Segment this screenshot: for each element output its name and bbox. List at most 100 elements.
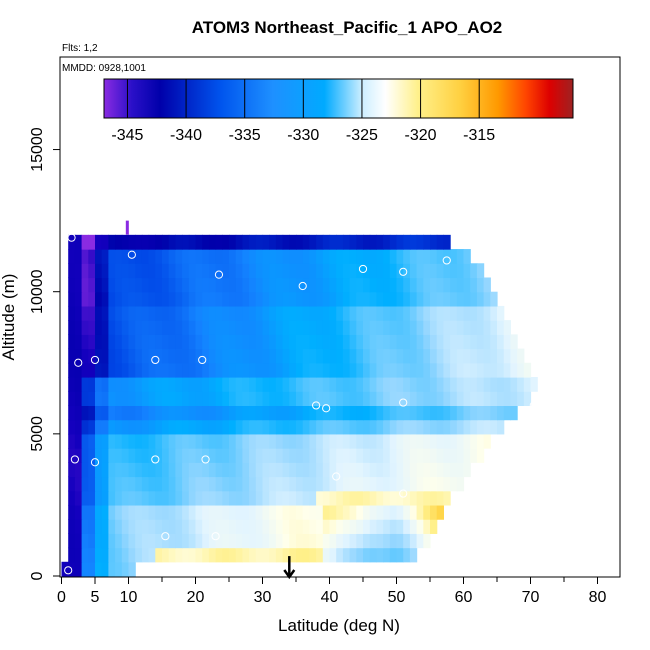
heatmap-cell: [436, 320, 444, 335]
heatmap-cell: [215, 362, 223, 378]
heatmap-cell: [430, 234, 438, 250]
heatmap-cell: [195, 362, 203, 378]
heatmap-cell: [476, 291, 485, 307]
heatmap-cell: [336, 504, 344, 520]
heatmap-cell: [282, 476, 290, 492]
heatmap-cell: [416, 533, 424, 549]
heatmap-cell: [356, 476, 364, 492]
heatmap-cell: [88, 519, 96, 534]
heatmap-cell: [383, 348, 391, 364]
heatmap-cell: [363, 547, 371, 563]
heatmap-cell: [101, 249, 109, 264]
heatmap-cell: [222, 476, 230, 492]
heatmap-cell: [148, 391, 156, 407]
heatmap-cell: [155, 533, 163, 549]
heatmap-cell: [430, 376, 438, 392]
heatmap-cell: [235, 433, 243, 449]
heatmap-cell: [128, 405, 136, 421]
heatmap-cell: [115, 462, 123, 478]
heatmap-cell: [430, 334, 438, 350]
heatmap-cell: [369, 448, 377, 463]
heatmap-cell: [222, 391, 230, 407]
heatmap-cell: [121, 376, 130, 392]
heatmap-cell: [510, 334, 518, 350]
heatmap-cell: [168, 405, 176, 421]
heatmap-cell: [275, 504, 284, 520]
heatmap-cell: [68, 376, 76, 392]
heatmap-cell: [282, 433, 290, 449]
heatmap-cell: [168, 249, 176, 264]
heatmap-cell: [416, 504, 424, 520]
heatmap-cell: [162, 476, 170, 492]
heatmap-cell: [403, 320, 411, 335]
heatmap-cell: [229, 320, 237, 335]
heatmap-cell: [262, 462, 270, 478]
heatmap-cell: [309, 476, 317, 492]
heatmap-cell: [255, 291, 264, 307]
heatmap-cell: [423, 277, 431, 293]
heatmap-cell: [135, 291, 143, 307]
heatmap-cell: [282, 277, 290, 293]
heatmap-cell: [416, 448, 424, 463]
heatmap-cell: [128, 448, 136, 463]
heatmap-cell: [229, 234, 237, 250]
heatmap-cell: [168, 334, 176, 350]
observation-point: [157, 566, 167, 575]
heatmap-cell: [222, 234, 230, 250]
observation-point: [332, 563, 341, 572]
heatmap-cell: [95, 462, 103, 478]
heatmap-cell: [255, 547, 264, 563]
heatmap-cell: [222, 263, 230, 279]
heatmap-cell: [68, 291, 76, 307]
colorbar-tick-label: -340: [170, 127, 202, 144]
heatmap-cell: [296, 362, 304, 378]
heatmap-cell: [155, 234, 163, 250]
observation-points: [64, 233, 538, 576]
heatmap-cell: [342, 547, 351, 563]
heatmap-cell: [342, 504, 351, 520]
heatmap-cell: [322, 448, 331, 463]
heatmap-cell: [222, 291, 230, 307]
heatmap-cell: [349, 476, 357, 492]
heatmap-cell: [309, 448, 317, 463]
heatmap-cell: [436, 348, 444, 364]
heatmap-cell: [483, 334, 491, 350]
heatmap-cell: [329, 234, 337, 250]
heatmap-cell: [262, 334, 270, 350]
heatmap-cell: [162, 547, 170, 563]
heatmap-cell: [302, 448, 310, 463]
heatmap-cell: [101, 234, 109, 250]
observation-point: [399, 267, 408, 276]
heatmap-cell: [423, 376, 431, 392]
heatmap-cell: [383, 448, 391, 463]
heatmap-cell: [296, 419, 304, 435]
heatmap-cell: [470, 405, 478, 421]
heatmap-cell: [409, 533, 418, 549]
heatmap-cell: [309, 391, 317, 407]
heatmap-cell: [423, 533, 431, 549]
heatmap-cell: [182, 334, 190, 350]
heatmap-cell: [416, 334, 424, 350]
heatmap-cell: [269, 533, 277, 549]
heatmap-cell: [188, 334, 197, 350]
heatmap-cell: [168, 504, 176, 520]
heatmap-cell: [443, 305, 451, 321]
heatmap-cell: [342, 362, 351, 378]
heatmap-cell: [329, 376, 337, 392]
heatmap-cell: [135, 476, 143, 492]
heatmap-cell: [202, 533, 210, 549]
heatmap-cell: [269, 277, 277, 293]
heatmap-cell: [155, 320, 163, 335]
heatmap-cell: [155, 348, 163, 364]
heatmap-cell: [155, 490, 163, 506]
heatmap-cell: [128, 320, 136, 335]
heatmap-cell: [255, 419, 264, 435]
heatmap-cell: [322, 533, 331, 549]
colorbar-tick-label: -320: [405, 127, 437, 144]
heatmap-cell: [309, 547, 317, 563]
x-tick-label: 20: [187, 589, 205, 606]
heatmap-cell: [302, 433, 310, 449]
heatmap-cell: [430, 320, 438, 335]
heatmap-cell: [423, 448, 431, 463]
heatmap-cell: [302, 263, 310, 279]
